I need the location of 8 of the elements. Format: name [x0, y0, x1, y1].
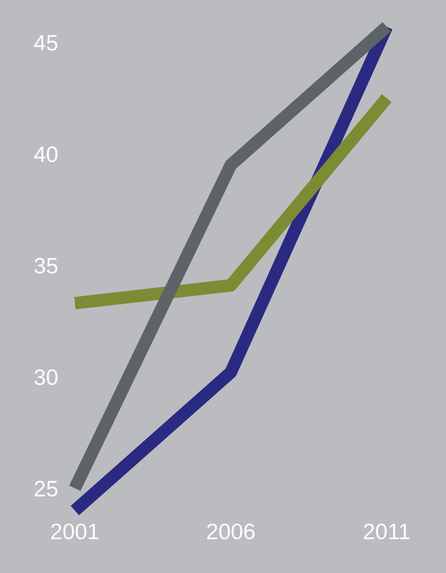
y-tick-label: 25 — [34, 480, 58, 497]
y-tick-label: 30 — [34, 369, 58, 386]
y-tick-label: 40 — [34, 146, 58, 162]
x-tick-label: 2001 — [51, 524, 98, 540]
y-tick-label: 45 — [34, 35, 58, 51]
x-tick-label: 2011 — [364, 524, 410, 540]
y-tick-label: 35 — [34, 258, 58, 274]
x-tick-label: 2006 — [207, 524, 255, 540]
